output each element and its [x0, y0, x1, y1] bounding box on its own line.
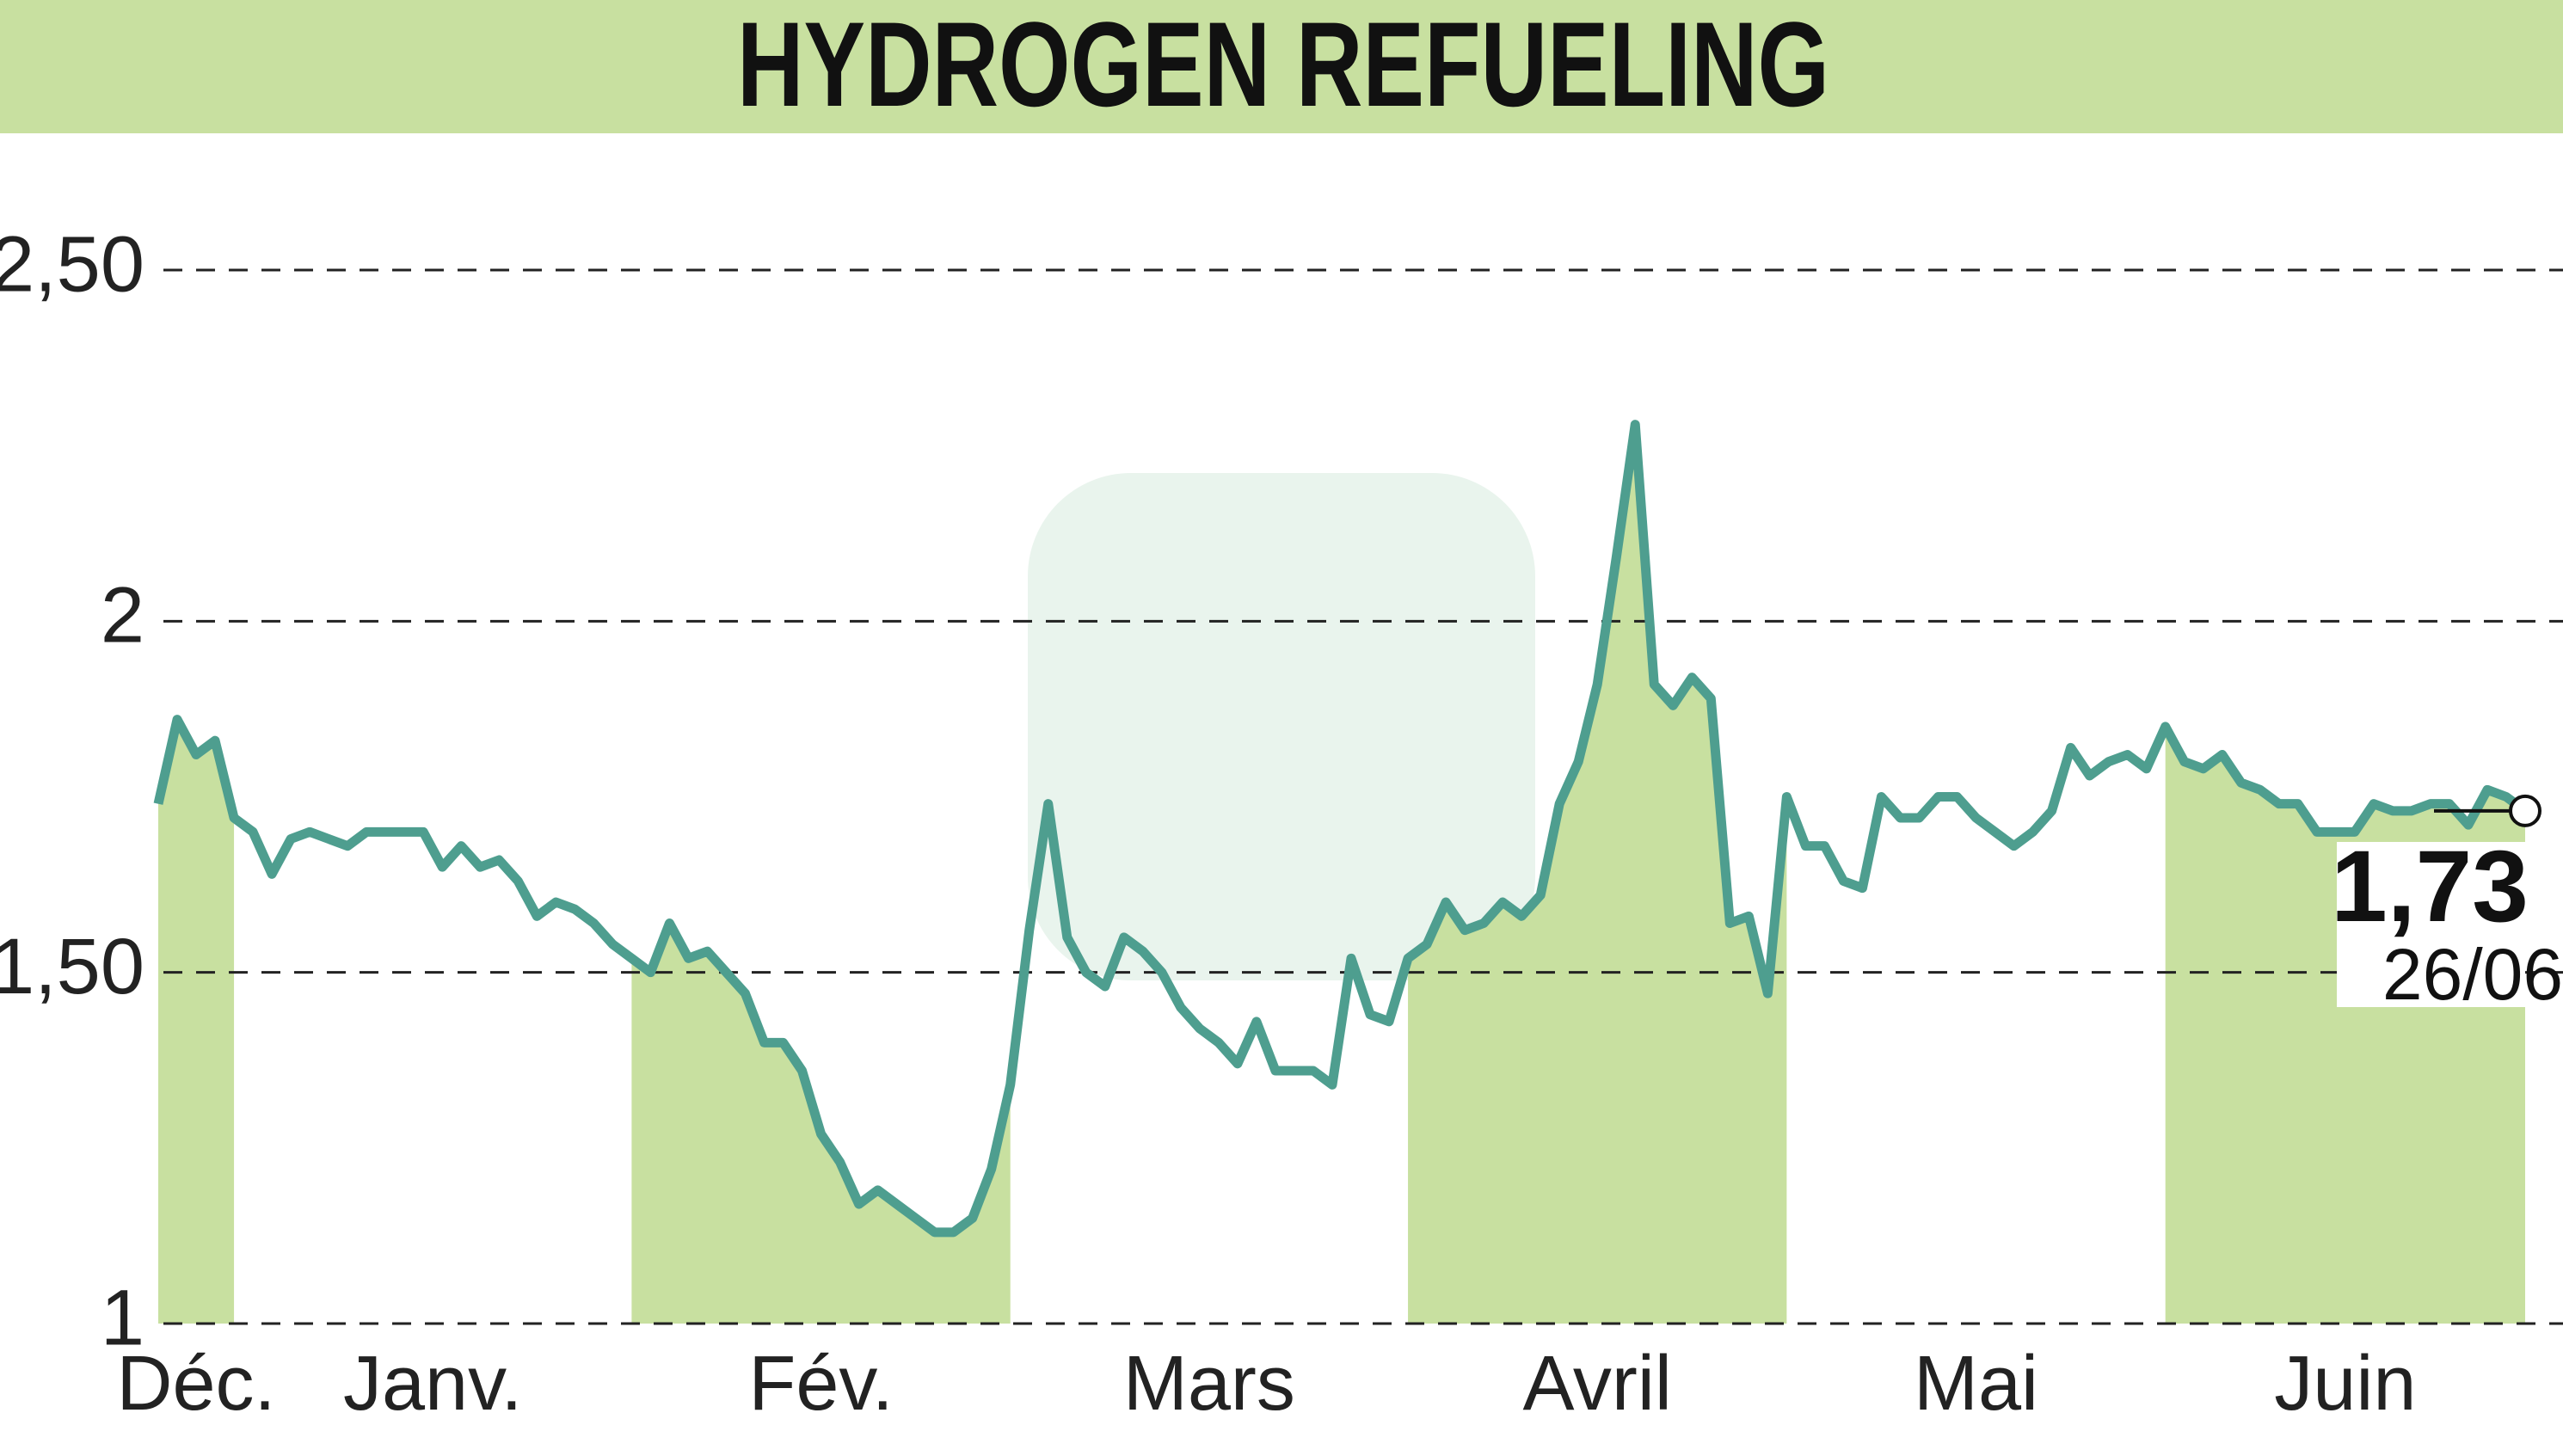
last-date: 26/06 — [2382, 934, 2563, 1015]
price-line — [153, 420, 2529, 1238]
month-band — [1408, 424, 1787, 1324]
label-box — [2337, 842, 2525, 1007]
x-tick-label: Mars — [1123, 1341, 1295, 1427]
x-tick-label: Déc. — [117, 1341, 276, 1427]
x-tick-label: Janv. — [343, 1341, 522, 1427]
title-bar — [0, 0, 2563, 133]
chart-title: HYDROGEN REFUELING — [737, 0, 1829, 132]
grid: 1 1,50 2 2,50 Déc. Janv. Fév. Mars Avril Mai Juin — [0, 220, 2563, 1427]
month-band — [158, 719, 235, 1324]
x-tick-label: Mai — [1914, 1341, 2038, 1427]
x-tick-label: Fév. — [748, 1341, 893, 1427]
watermark — [1028, 473, 1535, 980]
last-value: 1,73 — [2331, 830, 2529, 943]
y-tick-label: 2 — [101, 572, 144, 660]
last-marker — [2509, 794, 2541, 827]
y-tick-label: 1,50 — [0, 923, 144, 1011]
x-tick-label: Juin — [2274, 1341, 2416, 1427]
y-tick-label: 1 — [101, 1274, 144, 1361]
y-tick-label: 2,50 — [0, 220, 144, 308]
x-tick-label: Avril — [1523, 1341, 1672, 1427]
